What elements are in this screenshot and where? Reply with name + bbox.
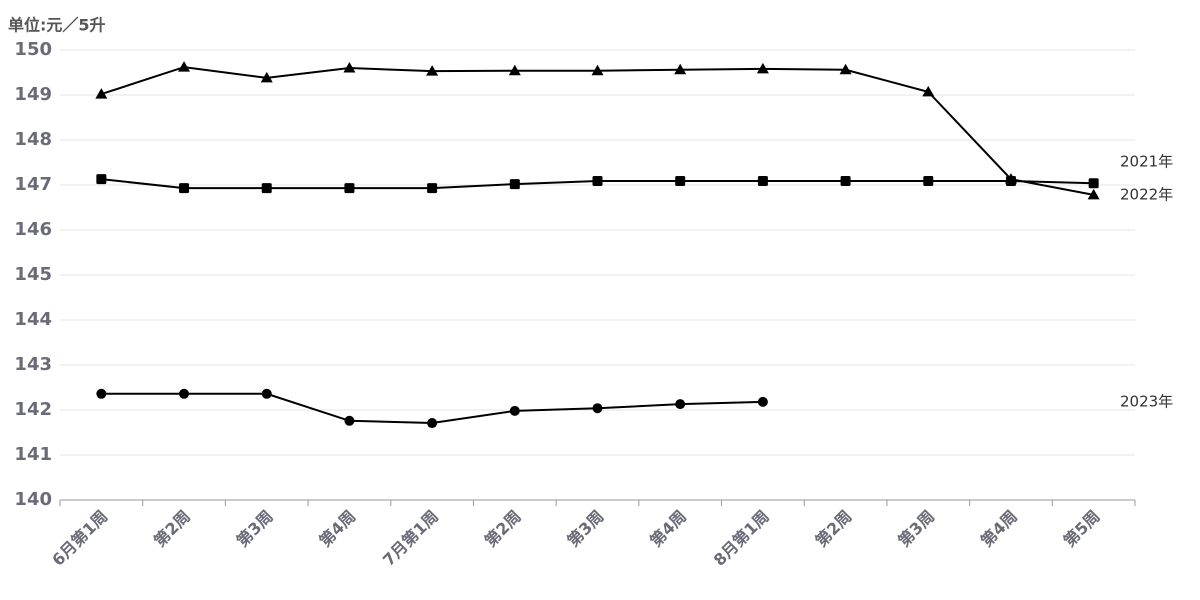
marker	[261, 183, 272, 194]
marker	[1087, 188, 1100, 200]
x-tick-label: 第4周	[977, 507, 1021, 551]
y-tick-label: 140	[14, 489, 52, 510]
marker	[179, 388, 190, 399]
marker	[591, 64, 604, 76]
marker	[1005, 175, 1016, 186]
marker	[922, 85, 935, 97]
marker	[757, 175, 768, 186]
series-label: 2023年	[1120, 392, 1173, 410]
x-tick-label: 第5周	[1060, 507, 1104, 551]
marker	[757, 396, 768, 407]
marker	[427, 183, 438, 194]
marker	[509, 405, 520, 416]
marker	[923, 175, 934, 186]
marker	[675, 399, 686, 410]
series-line	[101, 66, 1094, 196]
y-tick-label: 146	[14, 219, 52, 240]
marker	[96, 174, 107, 185]
y-tick-label: 143	[14, 354, 52, 375]
y-tick-label: 142	[14, 399, 52, 420]
marker	[343, 62, 356, 73]
y-tick-label: 144	[14, 309, 52, 330]
y-tick-label: 148	[14, 129, 52, 150]
x-tick-label: 第4周	[646, 507, 690, 551]
marker	[840, 175, 851, 186]
x-tick-label: 第2周	[812, 507, 856, 551]
x-tick-label: 第3周	[894, 507, 938, 551]
y-tick-label: 149	[14, 84, 52, 105]
x-tick-label: 第4周	[315, 507, 359, 551]
y-axis-label: 单位:元／5升	[8, 16, 106, 35]
x-tick-label: 7月第1周	[379, 507, 442, 570]
x-tick-label: 第2周	[481, 507, 525, 551]
marker	[592, 403, 603, 414]
y-tick-label: 145	[14, 264, 52, 285]
marker	[179, 183, 190, 194]
x-tick-label: 第3周	[233, 507, 277, 551]
x-tick-label: 第3周	[564, 507, 608, 551]
marker	[675, 175, 686, 186]
series-label: 2022年	[1120, 186, 1173, 204]
x-tick-label: 8月第1周	[710, 507, 773, 570]
marker	[178, 61, 191, 72]
y-tick-label: 150	[14, 39, 52, 60]
marker	[344, 183, 355, 194]
marker	[426, 65, 439, 76]
x-tick-label: 第2周	[150, 507, 194, 551]
marker	[756, 62, 769, 74]
marker	[839, 63, 852, 75]
marker	[344, 415, 355, 426]
marker	[260, 71, 273, 83]
marker	[95, 88, 108, 99]
series-label: 2021年	[1120, 152, 1173, 170]
marker	[1088, 178, 1099, 189]
marker	[427, 418, 438, 429]
marker	[674, 63, 687, 75]
marker	[261, 388, 272, 399]
marker	[508, 64, 521, 76]
marker	[96, 388, 107, 399]
y-tick-label: 147	[14, 174, 52, 195]
x-tick-label: 6月第1周	[48, 507, 111, 570]
marker	[592, 175, 603, 186]
y-tick-label: 141	[14, 444, 52, 465]
marker	[509, 179, 520, 190]
